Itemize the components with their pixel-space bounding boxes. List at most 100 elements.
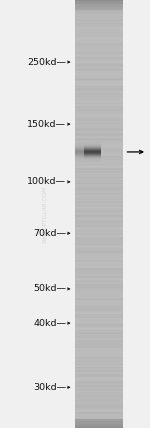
Bar — [75, 101, 123, 103]
Bar — [75, 218, 123, 220]
Bar — [75, 177, 123, 178]
Bar — [75, 300, 123, 301]
Bar — [75, 54, 123, 56]
Bar — [75, 134, 123, 136]
Bar — [75, 89, 123, 90]
Bar — [75, 411, 123, 412]
Bar — [75, 227, 123, 228]
Bar — [75, 119, 123, 120]
Bar — [75, 128, 123, 130]
Bar — [75, 65, 123, 67]
Bar — [75, 388, 123, 389]
Bar — [75, 385, 123, 386]
Bar — [75, 33, 123, 34]
Bar — [75, 281, 123, 282]
Bar — [75, 262, 123, 264]
Bar — [75, 181, 123, 183]
Bar — [75, 196, 123, 197]
Bar — [75, 168, 123, 170]
Bar — [75, 29, 123, 30]
Bar — [75, 50, 123, 51]
Bar — [75, 392, 123, 394]
Bar — [75, 342, 123, 344]
Bar — [75, 341, 123, 342]
Bar — [75, 67, 123, 68]
Bar — [75, 256, 123, 257]
Bar — [75, 232, 123, 234]
Bar — [75, 175, 123, 177]
Bar — [75, 261, 123, 262]
Bar — [75, 290, 123, 291]
Bar — [75, 98, 123, 100]
Bar — [75, 372, 123, 374]
Bar — [75, 9, 123, 10]
Bar — [75, 389, 123, 391]
Bar — [75, 114, 123, 116]
Bar — [75, 188, 123, 190]
Bar — [75, 10, 123, 12]
Text: 250kd—: 250kd— — [27, 57, 66, 67]
Bar — [75, 94, 123, 95]
Bar — [75, 207, 123, 208]
Bar — [75, 110, 123, 111]
Bar — [75, 155, 123, 157]
Bar — [75, 111, 123, 113]
Bar — [75, 381, 123, 382]
Bar — [75, 360, 123, 361]
Bar — [75, 248, 123, 250]
Bar — [75, 131, 123, 133]
Bar — [75, 113, 123, 114]
Bar — [75, 153, 123, 154]
Bar — [75, 161, 123, 163]
Bar — [75, 191, 123, 193]
Bar — [75, 351, 123, 352]
Bar — [75, 200, 123, 201]
Text: WWW.PTGLAB.COM: WWW.PTGLAB.COM — [42, 185, 48, 243]
Bar — [75, 146, 123, 147]
Bar — [75, 36, 123, 37]
Bar — [75, 312, 123, 314]
Bar — [75, 235, 123, 237]
Bar — [75, 73, 123, 74]
Bar — [75, 260, 123, 261]
Bar — [75, 125, 123, 127]
Bar — [75, 149, 123, 150]
Bar — [75, 228, 123, 230]
Bar — [75, 253, 123, 254]
Bar — [75, 136, 123, 137]
Bar — [75, 292, 123, 294]
Bar — [75, 141, 123, 143]
Bar — [75, 174, 123, 175]
Text: 150kd—: 150kd— — [27, 119, 66, 129]
Bar — [75, 163, 123, 164]
Bar — [75, 328, 123, 330]
Bar — [75, 104, 123, 106]
Bar — [75, 57, 123, 59]
Text: 50kd—: 50kd— — [33, 284, 66, 294]
Bar — [75, 127, 123, 128]
Bar — [75, 391, 123, 392]
Bar — [75, 365, 123, 367]
Bar — [75, 412, 123, 414]
Bar — [75, 244, 123, 245]
Bar — [75, 377, 123, 378]
Bar — [75, 394, 123, 395]
Bar — [75, 422, 123, 424]
Bar — [75, 350, 123, 351]
Bar — [75, 243, 123, 244]
Bar — [75, 24, 123, 26]
Bar — [75, 234, 123, 235]
Bar — [75, 124, 123, 125]
Bar — [75, 240, 123, 241]
Bar — [75, 238, 123, 240]
Bar — [75, 70, 123, 71]
Bar — [75, 303, 123, 304]
Bar — [75, 367, 123, 368]
Bar — [75, 287, 123, 288]
Bar — [75, 143, 123, 144]
Bar — [75, 402, 123, 404]
Bar — [75, 315, 123, 317]
Bar — [75, 221, 123, 223]
Bar — [75, 202, 123, 204]
Bar — [75, 369, 123, 371]
